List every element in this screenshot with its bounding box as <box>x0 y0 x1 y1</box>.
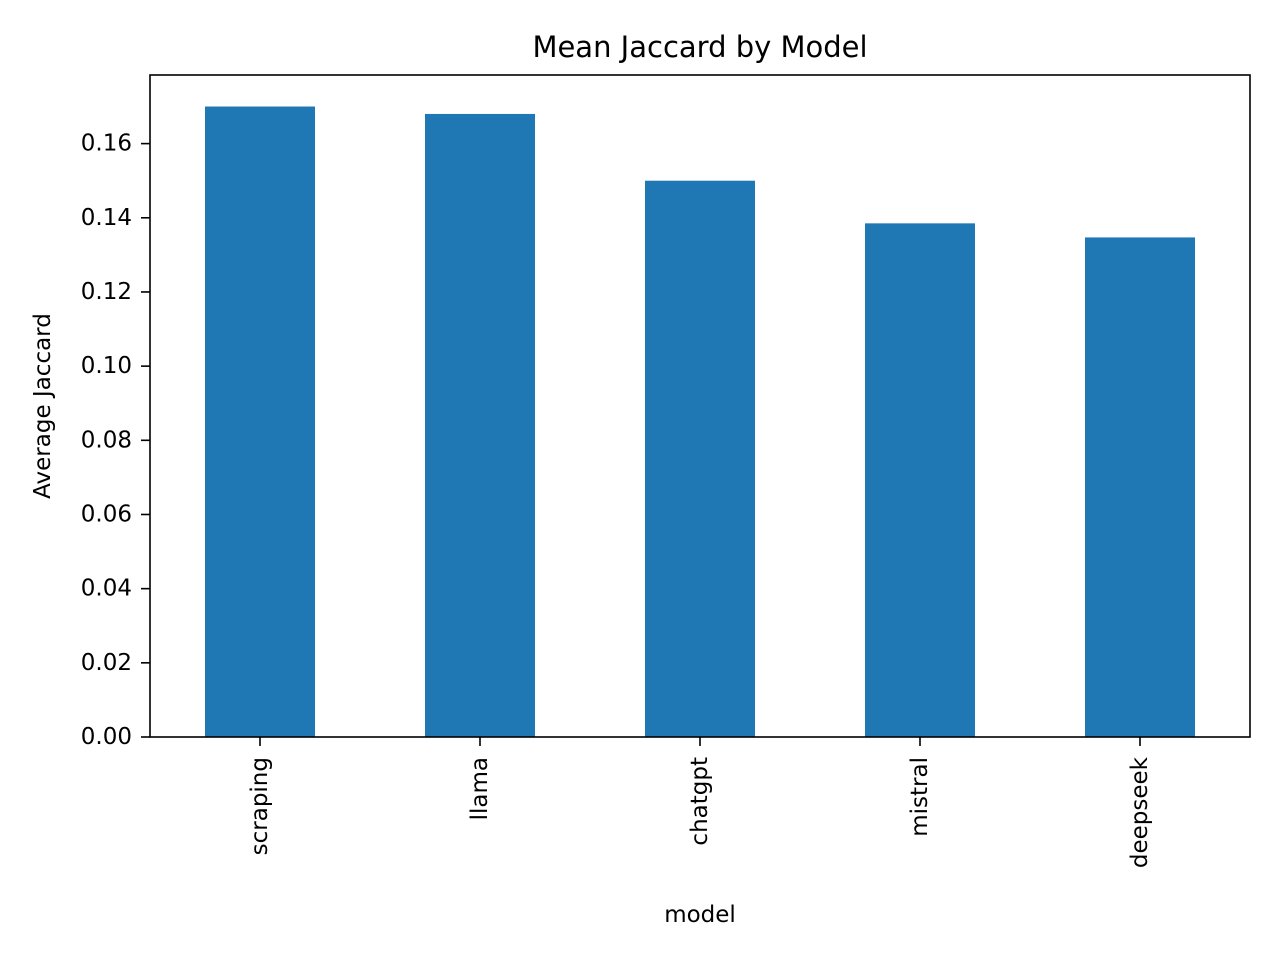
y-tick-label: 0.04 <box>81 576 132 602</box>
chart-title: Mean Jaccard by Model <box>532 30 867 64</box>
x-tick-label-scraping: scraping <box>247 757 273 855</box>
y-tick-label: 0.16 <box>81 131 132 157</box>
bars-group <box>205 106 1195 738</box>
y-axis-ticks: 0.00 0.02 0.04 0.06 0.08 0.10 0.12 0.14 0.16 <box>81 131 150 750</box>
y-tick-label: 0.12 <box>81 279 132 305</box>
y-tick-label: 0.10 <box>81 353 132 379</box>
x-axis-ticks: scraping llama chatgpt mistral deepseek <box>247 737 1153 868</box>
bar-scraping <box>205 106 315 738</box>
y-tick-label: 0.00 <box>81 724 132 750</box>
bar-llama <box>425 113 535 738</box>
x-tick-label-chatgpt: chatgpt <box>687 757 713 846</box>
y-tick-label: 0.06 <box>81 501 132 527</box>
x-tick-label-deepseek: deepseek <box>1127 756 1153 868</box>
x-tick-label-llama: llama <box>467 757 493 820</box>
y-tick-label: 0.02 <box>81 650 132 676</box>
bar-chatgpt <box>645 180 755 737</box>
y-tick-label: 0.08 <box>81 427 132 453</box>
y-tick-label: 0.14 <box>81 205 132 231</box>
x-tick-label-mistral: mistral <box>907 757 933 837</box>
plot-area-frame <box>149 74 1251 738</box>
x-axis-label: model <box>664 902 736 928</box>
y-axis-label: Average Jaccard <box>30 313 56 499</box>
bar-deepseek <box>1085 237 1195 737</box>
bar-mistral <box>865 223 975 737</box>
